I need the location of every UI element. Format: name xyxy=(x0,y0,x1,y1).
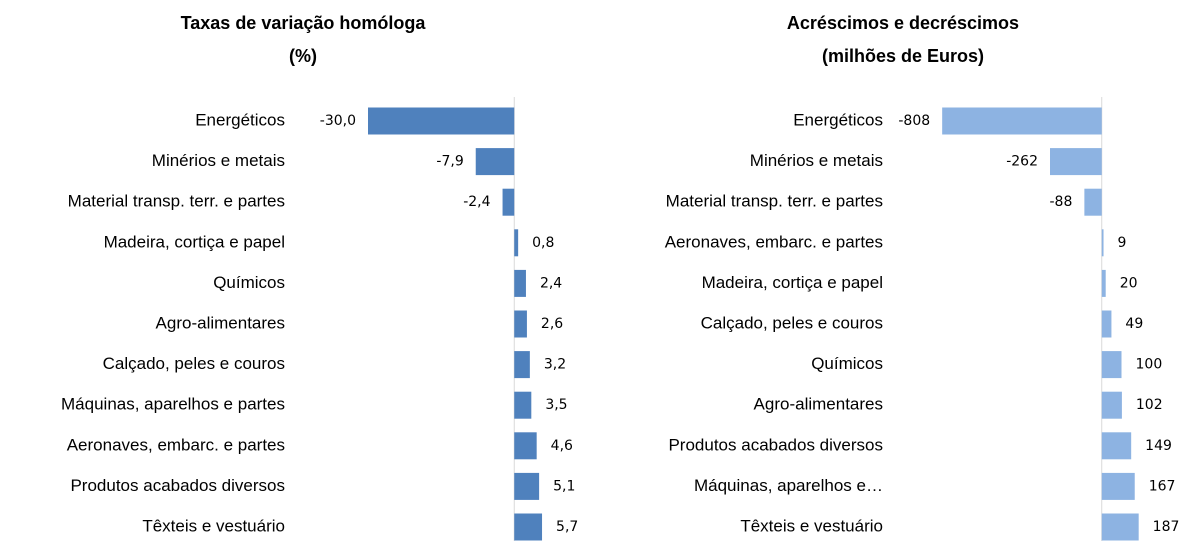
data-label: 5,1 xyxy=(553,478,575,494)
data-label: -2,4 xyxy=(463,194,490,210)
bar xyxy=(1101,391,1122,419)
category-label: Aeronaves, embarc. e partes xyxy=(67,435,285,454)
category-label: Agro-alimentares xyxy=(754,395,883,414)
category-label: Madeira, cortiça e papel xyxy=(104,232,285,251)
category-label: Máquinas, aparelhos e… xyxy=(694,476,883,495)
bar xyxy=(1101,269,1106,297)
bar xyxy=(1101,472,1135,500)
data-label: -88 xyxy=(1049,194,1072,210)
bar xyxy=(514,472,540,500)
bar xyxy=(1101,310,1112,338)
data-label: -808 xyxy=(898,113,930,129)
category-label: Minérios e metais xyxy=(152,151,285,170)
bar xyxy=(514,351,530,379)
chart-title: Acréscimos e decréscimos xyxy=(787,13,1019,33)
data-label: 4,6 xyxy=(551,438,573,454)
bar xyxy=(1050,148,1102,176)
category-label: Minérios e metais xyxy=(750,151,883,170)
bar xyxy=(1101,432,1132,460)
data-label: 102 xyxy=(1136,397,1163,413)
chart-title: Taxas de variação homóloga xyxy=(181,13,427,33)
bar xyxy=(475,148,515,176)
category-label: Material transp. terr. e partes xyxy=(666,192,883,211)
category-label: Químicos xyxy=(811,354,883,373)
bar xyxy=(514,269,526,297)
data-label: 2,4 xyxy=(540,275,562,291)
bar xyxy=(514,229,519,257)
category-label: Energéticos xyxy=(793,110,883,129)
bar xyxy=(1101,513,1139,541)
category-label: Têxteis e vestuário xyxy=(740,516,883,535)
category-label: Máquinas, aparelhos e partes xyxy=(61,395,285,414)
bar xyxy=(1101,229,1104,257)
bar xyxy=(368,107,515,135)
category-label: Calçado, peles e couros xyxy=(103,354,285,373)
data-label: 3,2 xyxy=(544,357,566,373)
data-label: 2,6 xyxy=(541,316,563,332)
category-label: Agro-alimentares xyxy=(156,313,285,332)
category-label: Produtos acabados diversos xyxy=(668,435,883,454)
category-label: Material transp. terr. e partes xyxy=(68,192,285,211)
data-label: 20 xyxy=(1120,275,1138,291)
category-label: Madeira, cortiça e papel xyxy=(702,273,883,292)
bar xyxy=(514,513,543,541)
chart-title: (milhões de Euros) xyxy=(822,46,984,66)
category-label: Aeronaves, embarc. e partes xyxy=(665,232,883,251)
bar xyxy=(514,310,527,338)
category-label: Energéticos xyxy=(195,110,285,129)
data-label: -30,0 xyxy=(320,113,356,129)
data-label: -7,9 xyxy=(436,154,463,170)
category-label: Têxteis e vestuário xyxy=(142,516,285,535)
data-label: 9 xyxy=(1118,235,1127,251)
data-label: 187 xyxy=(1153,519,1180,535)
bar xyxy=(942,107,1102,135)
data-label: 0,8 xyxy=(532,235,554,251)
data-label: 167 xyxy=(1149,478,1176,494)
category-label: Calçado, peles e couros xyxy=(701,313,883,332)
bar xyxy=(514,391,532,419)
data-label: 5,7 xyxy=(556,519,578,535)
bar xyxy=(1101,351,1122,379)
category-label: Químicos xyxy=(213,273,285,292)
bar xyxy=(514,432,537,460)
data-label: 100 xyxy=(1136,357,1163,373)
bar xyxy=(502,188,515,216)
data-label: 149 xyxy=(1145,438,1172,454)
chart-title: (%) xyxy=(289,46,317,66)
data-label: 3,5 xyxy=(545,397,567,413)
category-label: Produtos acabados diversos xyxy=(70,476,285,495)
bar xyxy=(1084,188,1102,216)
data-label: -262 xyxy=(1006,154,1038,170)
data-label: 49 xyxy=(1125,316,1143,332)
